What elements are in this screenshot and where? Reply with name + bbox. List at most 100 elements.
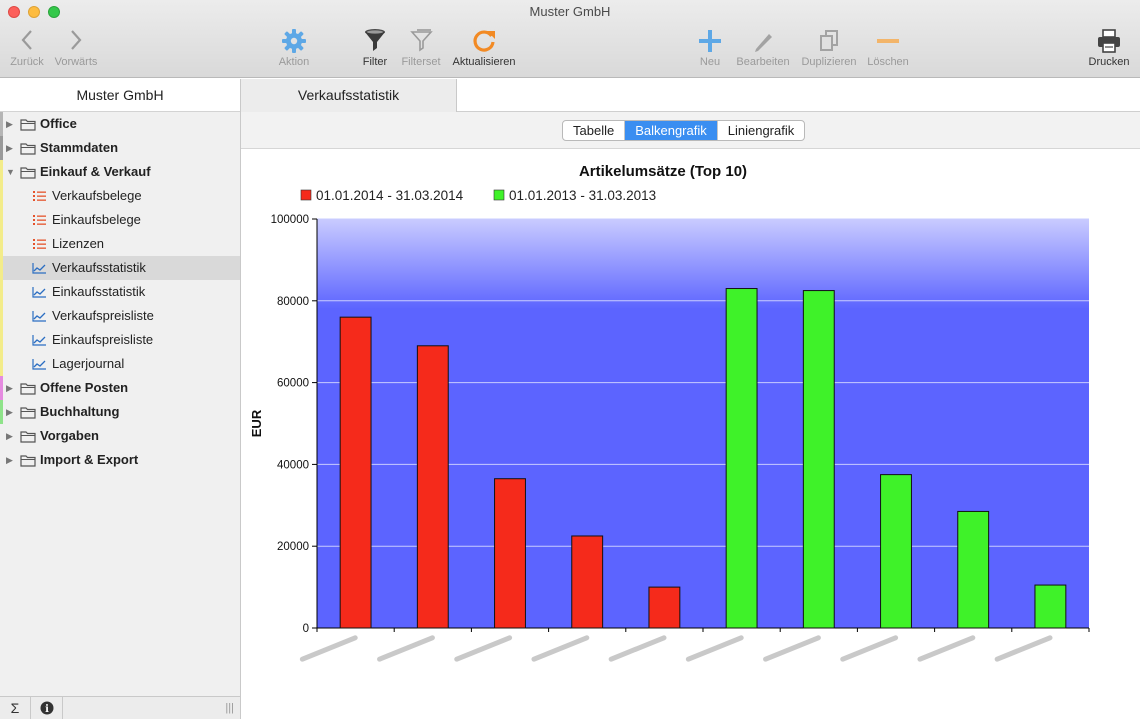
- disclosure-closed-icon[interactable]: ▶: [6, 455, 13, 465]
- sidebar-item-vorgaben[interactable]: ▶ Vorgaben: [0, 424, 240, 448]
- disclosure-closed-icon[interactable]: ▶: [6, 143, 13, 153]
- sidebar-item-lagerjournal[interactable]: Lagerjournal: [0, 352, 240, 376]
- disclosure-closed-icon[interactable]: ▶: [6, 383, 13, 393]
- color-stripe: [0, 304, 3, 328]
- y-tick-label: 0: [303, 623, 309, 635]
- sidebar-item-verkaufsbelege[interactable]: Verkaufsbelege: [0, 184, 240, 208]
- forward-button[interactable]: Vorwärts: [50, 26, 102, 74]
- printer-icon: [1086, 26, 1132, 56]
- folder-icon: [20, 407, 36, 419]
- color-stripe: [0, 160, 3, 184]
- line-chart-icon: [32, 359, 46, 370]
- disclosure-closed-icon[interactable]: ▶: [6, 431, 13, 441]
- bar: [725, 288, 758, 629]
- color-stripe: [0, 376, 3, 400]
- folder-icon: [20, 383, 36, 395]
- new-label: Neu: [699, 56, 721, 68]
- disclosure-closed-icon[interactable]: ▶: [6, 119, 13, 129]
- sidebar-item-einkauf-verkauf[interactable]: ▼ Einkauf & Verkauf: [0, 160, 240, 184]
- disclosure-open-icon[interactable]: ▼: [6, 167, 15, 177]
- close-window-button[interactable]: [8, 6, 20, 18]
- color-stripe: [0, 400, 3, 424]
- bar: [494, 478, 526, 629]
- view-liniengrafik-button[interactable]: Liniengrafik: [727, 123, 795, 138]
- x-tick-label-blurred: [763, 635, 821, 662]
- new-button[interactable]: Neu: [694, 26, 726, 74]
- bar: [416, 345, 449, 629]
- window-title: Muster GmbH: [529, 4, 611, 19]
- back-button[interactable]: Zurück: [6, 26, 48, 74]
- duplicate-button[interactable]: Duplizieren: [798, 26, 860, 74]
- refresh-icon: [448, 26, 520, 56]
- sidebar-item-label: Vorgaben: [40, 428, 99, 443]
- color-stripe: [0, 184, 3, 208]
- color-stripe: [0, 280, 3, 304]
- print-button[interactable]: Drucken: [1086, 26, 1132, 74]
- filterset-button[interactable]: Filterset: [398, 26, 444, 74]
- delete-button[interactable]: Löschen: [864, 26, 912, 74]
- filter-label: Filter: [362, 56, 388, 68]
- minimize-window-button[interactable]: [28, 6, 40, 18]
- sidebar-item-label: Verkaufsstatistik: [52, 260, 146, 275]
- plus-icon: [694, 26, 726, 56]
- sidebar-item-label: Lizenzen: [52, 236, 105, 251]
- sidebar-item-buchhaltung[interactable]: ▶ Buchhaltung: [0, 400, 240, 424]
- disclosure-closed-icon[interactable]: ▶: [6, 407, 13, 417]
- main-content: Verkaufsstatistik Tabelle Balkengrafik Lin…: [241, 79, 1140, 719]
- back-label: Zurück: [10, 56, 44, 68]
- sidebar-item-lizenzen[interactable]: Lizenzen: [0, 232, 240, 256]
- filter-button[interactable]: Filter: [356, 26, 394, 74]
- tab-verkaufsstatistik[interactable]: Verkaufsstatistik: [241, 79, 457, 112]
- sidebar-item-label: Import & Export: [40, 452, 139, 467]
- list-icon: [33, 239, 46, 249]
- legend-label: 01.01.2014 - 31.03.2014: [316, 188, 464, 203]
- view-tabelle-button[interactable]: Tabelle: [563, 121, 626, 140]
- sidebar-item-label: Einkaufsbelege: [52, 212, 141, 227]
- list-icon: [33, 191, 46, 201]
- pencil-icon: [733, 26, 793, 56]
- sidebar-footer: Σ i |||: [0, 696, 240, 719]
- resize-grip[interactable]: |||: [225, 702, 234, 714]
- sidebar-item-einkaufspreisliste[interactable]: Einkaufspreisliste: [0, 328, 240, 352]
- color-stripe: [0, 424, 3, 448]
- sidebar-item-label: Stammdaten: [40, 140, 119, 155]
- tab-bar: Verkaufsstatistik: [241, 79, 1140, 112]
- refresh-button[interactable]: Aktualisieren: [448, 26, 520, 74]
- bar: [1034, 584, 1067, 629]
- sidebar-item-import-export[interactable]: ▶ Import & Export: [0, 448, 240, 472]
- bar: [802, 290, 835, 629]
- chevron-right-icon: [50, 26, 102, 56]
- view-segmented-control: Tabelle Balkengrafik Liniengrafik: [562, 120, 806, 141]
- line-chart-icon: [32, 335, 46, 346]
- zoom-window-button[interactable]: [48, 6, 60, 18]
- sidebar-item-label: Office: [40, 116, 77, 131]
- bar: [648, 586, 681, 629]
- sidebar-item-verkaufsstatistik[interactable]: Verkaufsstatistik: [0, 256, 240, 280]
- print-label: Drucken: [1088, 56, 1130, 68]
- view-balkengrafik-button[interactable]: Balkengrafik: [625, 121, 718, 140]
- legend-label: 01.01.2013 - 31.03.2013: [509, 188, 656, 203]
- sidebar-item-offene-posten[interactable]: ▶ Offene Posten: [0, 376, 240, 400]
- sidebar-item-einkaufsstatistik[interactable]: Einkaufsstatistik: [0, 280, 240, 304]
- x-tick-label-blurred: [685, 635, 744, 662]
- sidebar-tree: ▶ Office ▶ Stammdaten ▼ Einkauf & Verkauf Verk…: [0, 112, 240, 472]
- color-stripe: [0, 448, 3, 472]
- color-stripe: [0, 352, 3, 376]
- color-stripe: [0, 136, 3, 160]
- sidebar-item-office[interactable]: ▶ Office: [0, 112, 240, 136]
- edit-button[interactable]: Bearbeiten: [733, 26, 793, 74]
- legend-swatch: [493, 189, 505, 201]
- sidebar-item-einkaufsbelege[interactable]: Einkaufsbelege: [0, 208, 240, 232]
- bar: [339, 316, 372, 629]
- sidebar-header: Muster GmbH: [0, 79, 240, 112]
- sum-button[interactable]: Σ: [0, 697, 31, 719]
- y-tick-label: 100000: [271, 214, 309, 226]
- info-button[interactable]: i: [31, 697, 63, 719]
- action-button[interactable]: Aktion: [272, 26, 316, 74]
- funnel-set-icon: [398, 26, 444, 56]
- sidebar-item-verkaufspreisliste[interactable]: Verkaufspreisliste: [0, 304, 240, 328]
- line-chart-icon: [32, 311, 46, 322]
- list-icon: [33, 215, 46, 225]
- sidebar-item-stammdaten[interactable]: ▶ Stammdaten: [0, 136, 240, 160]
- bar: [957, 510, 990, 629]
